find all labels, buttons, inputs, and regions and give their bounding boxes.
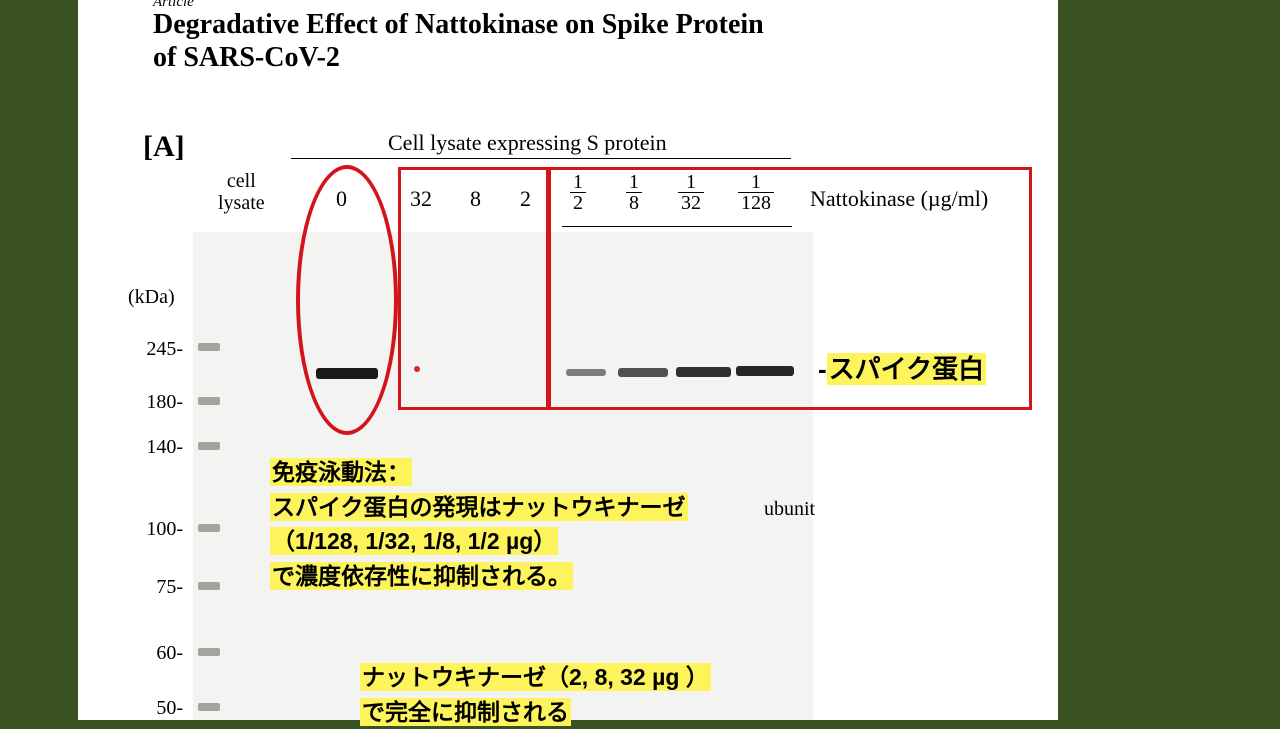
cell-lysate-l2: lysate [218,192,265,214]
mw-60: 60- [138,642,183,665]
red-ellipse-lane0 [296,165,398,435]
mw-180: 180- [138,391,183,414]
ladder-band-60 [198,648,220,656]
ladder-band-245 [198,343,220,351]
red-rect-high-dose [398,167,549,410]
note1-l4: で濃度依存性に抑制される。 [270,562,573,590]
paper-title: Degradative Effect of Nattokinase on Spi… [153,8,764,74]
note1-l2: スパイク蛋白の発現はナットウキナーゼ [270,493,688,521]
note2-l1: ナットウキナーゼ（2, 8, 32 µg ） [360,663,711,691]
ladder-band-75 [198,582,220,590]
note1-l1: 免疫泳動法： [270,458,412,486]
red-pointer-dot [414,366,420,372]
panel-label-a: [A] [143,130,185,164]
cell-lysate-l1: cell [227,170,256,192]
note-complete-inhibition: ナットウキナーゼ（2, 8, 32 µg ） で完全に抑制される [360,660,711,729]
subunit-text: ubunit [764,498,815,521]
mw-245: 245- [138,338,183,361]
ladder-band-100 [198,524,220,532]
spike-protein-label: -スパイク蛋白 [818,350,986,389]
kda-label: (kDa) [128,286,175,309]
note2-l2: で完全に抑制される [360,698,571,726]
note-immunoblot: 免疫泳動法： スパイク蛋白の発現はナットウキナーゼ （1/128, 1/32, … [270,455,688,593]
page-container: Article Degradative Effect of Nattokinas… [78,0,1058,720]
mw-50: 50- [138,697,183,720]
ladder-band-140 [198,442,220,450]
header-rule [291,158,791,159]
title-line-2: of SARS-CoV-2 [153,42,340,73]
mw-100: 100- [138,518,183,541]
lane-header-text: Cell lysate expressing S protein [388,130,667,156]
ladder-band-50 [198,703,220,711]
mw-140: 140- [138,436,183,459]
mw-75: 75- [138,576,183,599]
cell-lysate-label: cell lysate [218,170,265,214]
note1-l3: （1/128, 1/32, 1/8, 1/2 µg） [270,527,558,555]
title-line-1: Degradative Effect of Nattokinase on Spi… [153,9,764,40]
ladder-band-180 [198,397,220,405]
